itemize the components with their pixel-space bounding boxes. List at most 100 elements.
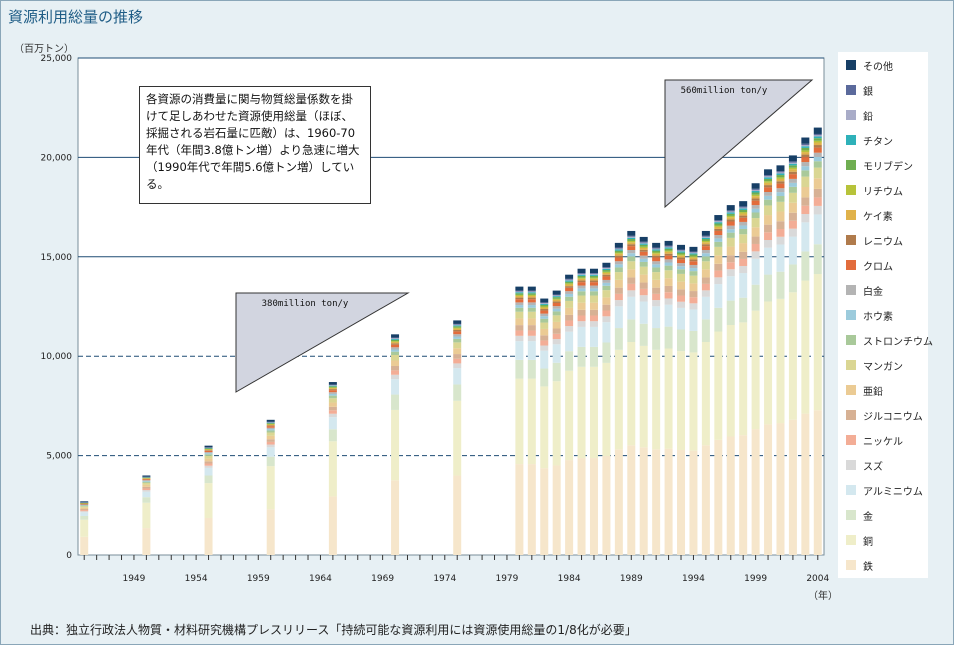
- bar-segment: [391, 374, 400, 380]
- legend-item: ホウ素: [846, 308, 893, 323]
- bar-segment: [552, 298, 561, 300]
- y-axis-unit: （百万トン）: [14, 44, 74, 55]
- bar-segment: [701, 261, 710, 270]
- bar-segment: [664, 259, 673, 263]
- bar-segment: [266, 432, 275, 436]
- bar-segment: [527, 318, 536, 326]
- bar-segment: [266, 419, 275, 422]
- bar-segment: [589, 321, 598, 327]
- bar-segment: [577, 366, 586, 459]
- bar-segment: [788, 171, 797, 175]
- bar-segment: [801, 143, 810, 146]
- bar-segment: [652, 249, 661, 251]
- bar-segment: [391, 370, 400, 375]
- bar-segment: [453, 336, 462, 339]
- bar-segment: [739, 265, 748, 274]
- bar-segment: [80, 503, 89, 505]
- bar-segment: [204, 465, 213, 468]
- bar-segment: [204, 467, 213, 476]
- legend-item: クロム: [846, 258, 893, 273]
- bar-segment: [801, 197, 810, 206]
- bar-segment: [266, 424, 275, 426]
- bar-segment: [80, 536, 89, 555]
- legend-item: ジルコニウム: [846, 408, 923, 423]
- bar-segment: [677, 250, 686, 252]
- bar-segment: [739, 243, 748, 252]
- legend-label: クロム: [863, 261, 893, 273]
- bar-segment: [589, 346, 598, 367]
- bar-segment: [764, 177, 773, 179]
- bar-segment: [391, 338, 400, 339]
- bar-segment: [391, 342, 400, 344]
- bar-segment: [764, 301, 773, 425]
- bar-segment: [726, 229, 735, 233]
- bar-segment: [515, 378, 524, 465]
- bar-segment: [664, 248, 673, 251]
- bar-segment: [714, 238, 723, 242]
- bar-segment: [589, 295, 598, 303]
- x-tick-label: 1974: [433, 574, 456, 584]
- bar-segment: [764, 191, 773, 196]
- bar-segment: [540, 335, 549, 341]
- bar-segment: [552, 311, 561, 316]
- bar-segment: [726, 221, 735, 226]
- bar-segment: [677, 301, 686, 308]
- legend-item: 亜鉛: [846, 383, 883, 398]
- bar-segment: [714, 284, 723, 308]
- triangle-label-2: 560million ton/y: [681, 86, 768, 96]
- legend-swatch: [846, 510, 856, 520]
- bar-segment: [739, 258, 748, 266]
- bar-segment: [614, 279, 623, 288]
- bar-segment: [80, 502, 89, 504]
- bar-segment: [751, 218, 760, 228]
- bar-segment: [515, 292, 524, 294]
- bar-segment: [527, 325, 536, 331]
- bar-segment: [764, 247, 773, 275]
- bar-segment: [788, 167, 797, 170]
- bar-segment: [602, 272, 611, 275]
- bar-segment: [602, 267, 611, 269]
- bar-segment: [764, 274, 773, 302]
- bar-segment: [552, 296, 561, 298]
- bar-segment: [689, 268, 698, 272]
- bar-segment: [602, 456, 611, 555]
- bar-segment: [80, 510, 89, 512]
- bar-segment: [776, 165, 785, 172]
- bar-segment: [453, 354, 462, 359]
- bar-segment: [328, 385, 337, 387]
- bar-segment: [527, 307, 536, 312]
- bar-segment: [266, 509, 275, 555]
- bar-segment: [602, 262, 611, 268]
- bar-segment: [552, 295, 561, 297]
- bar-segment: [391, 338, 400, 340]
- bar-segment: [80, 505, 89, 507]
- bar-segment: [677, 307, 686, 330]
- bar-segment: [801, 280, 810, 414]
- legend-label: ストロンチウム: [863, 336, 933, 348]
- legend-swatch: [846, 310, 856, 320]
- bar-segment: [527, 295, 536, 298]
- bar-segment: [328, 388, 337, 390]
- bar-segment: [801, 205, 810, 215]
- bar-segment: [664, 250, 673, 252]
- bar-segment: [540, 316, 549, 319]
- bar-segment: [565, 351, 574, 371]
- bar-segment: [776, 181, 785, 184]
- bar-segment: [614, 250, 623, 253]
- bar-segment: [788, 220, 797, 229]
- bar-segment: [614, 272, 623, 280]
- bar-segment: [739, 201, 748, 207]
- bar-segment: [751, 284, 760, 311]
- x-tick-label: 1969: [371, 574, 394, 584]
- bar-segment: [565, 278, 574, 280]
- bar-segment: [714, 439, 723, 555]
- bar-segment: [701, 283, 710, 291]
- bar-segment: [788, 174, 797, 179]
- bar-segment: [639, 447, 648, 555]
- bar-segment: [602, 297, 611, 305]
- bar-segment: [664, 240, 673, 246]
- bar-segment: [142, 481, 151, 483]
- bar-segment: [714, 255, 723, 264]
- bar-segment: [751, 198, 760, 201]
- bar-segment: [266, 429, 275, 431]
